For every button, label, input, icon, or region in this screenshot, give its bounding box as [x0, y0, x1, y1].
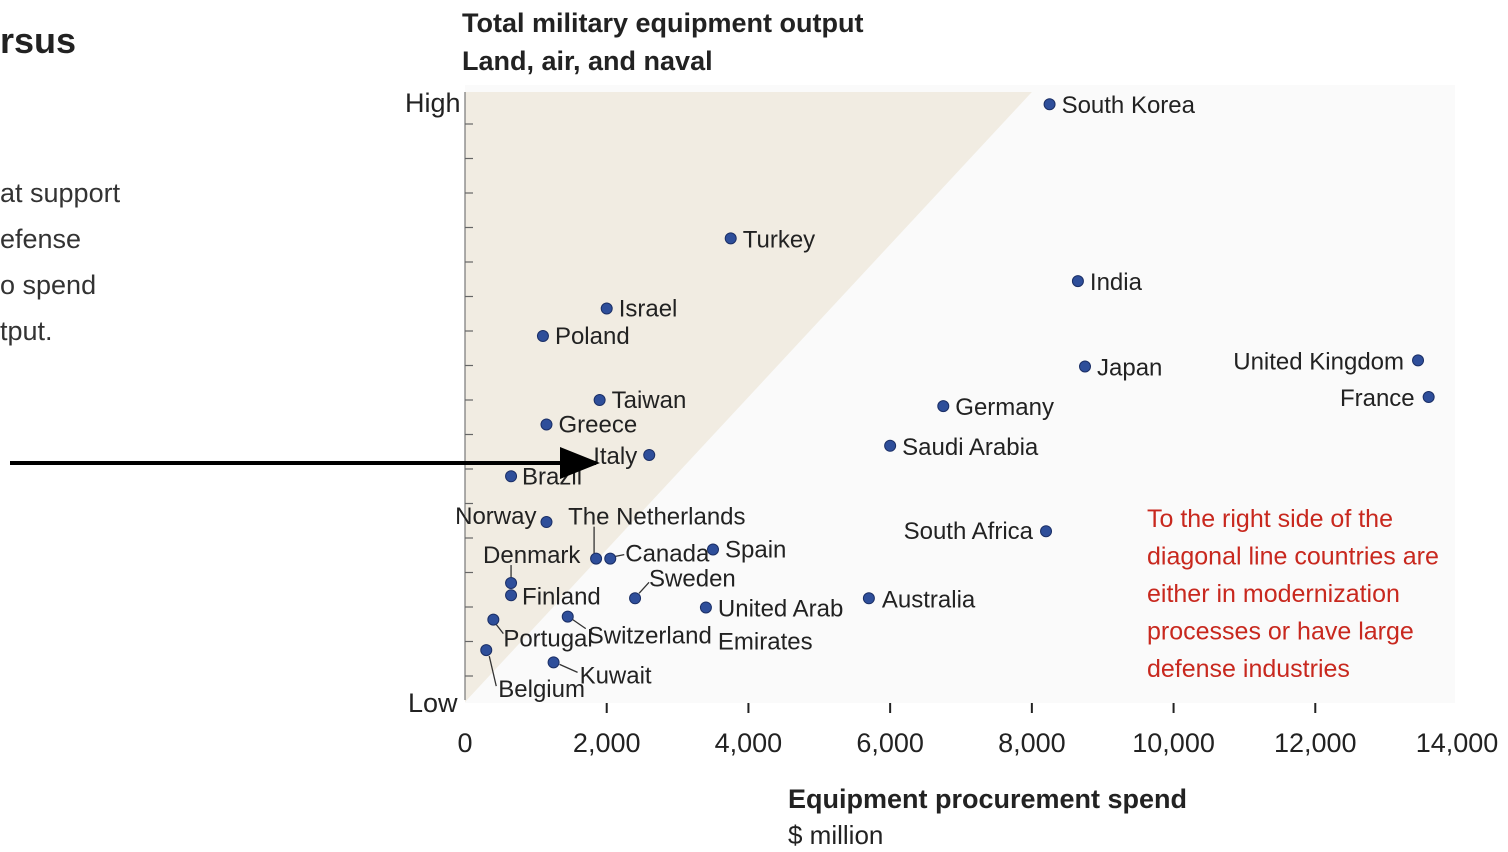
point-label: Poland: [555, 323, 630, 350]
annotation-note: To the right side of the diagonal line co…: [1147, 505, 1439, 683]
leader-line: [488, 656, 497, 687]
left-text-line: o spend: [0, 270, 97, 300]
data-point: [547, 656, 560, 669]
point-label: Canada: [625, 541, 710, 568]
chart-subtitle: Land, air, and naval: [462, 46, 713, 76]
data-point: [505, 577, 518, 590]
data-point: [937, 400, 950, 413]
annotation-line: diagonal line countries are: [1147, 543, 1439, 571]
label-leader-lines: [488, 526, 650, 687]
point-label: Spain: [725, 537, 786, 564]
data-points: [480, 98, 1435, 669]
point-label: United Arab Emirates: [718, 595, 850, 655]
x-tick-label: 2,000: [573, 728, 641, 758]
data-point: [505, 470, 518, 483]
data-point: [707, 543, 719, 556]
leader-line: [572, 619, 587, 630]
x-tick-label: 8,000: [998, 728, 1066, 758]
data-point: [1071, 275, 1084, 288]
left-text-title: rsus: [0, 20, 77, 61]
point-label: Italy: [593, 443, 637, 470]
point-label: Portugal: [503, 626, 592, 653]
point-label: Denmark: [483, 542, 581, 569]
point-label: United Kingdom: [1233, 348, 1404, 375]
x-tick-label: 6,000: [856, 728, 924, 758]
data-point: [1412, 354, 1425, 367]
left-text-line: at support: [0, 178, 121, 208]
x-tick-label: 10,000: [1132, 728, 1215, 758]
point-label: Norway: [455, 503, 536, 530]
data-point: [643, 448, 656, 461]
chart-title: Total military equipment output: [462, 8, 864, 38]
point-label: Saudi Arabia: [902, 434, 1039, 461]
point-label: Japan: [1097, 355, 1162, 382]
point-label: South Africa: [904, 518, 1034, 545]
annotation-line: processes or have large: [1147, 618, 1414, 646]
data-point: [561, 610, 574, 623]
annotation-line: defense industries: [1147, 655, 1350, 683]
data-point: [540, 516, 553, 529]
left-text-line: tput.: [0, 316, 53, 346]
shaded-region: [465, 92, 1032, 702]
data-point: [1079, 360, 1091, 373]
data-point: [593, 394, 606, 407]
x-axis-title: Equipment procurement spend: [788, 784, 1187, 814]
data-point: [1043, 98, 1056, 111]
annotation-line: either in modernization: [1147, 580, 1400, 608]
y-low-label: Low: [408, 688, 458, 718]
point-label: Belgium: [498, 676, 585, 703]
data-point: [862, 592, 875, 605]
point-label: Sweden: [649, 565, 736, 592]
point-label: Greece: [558, 411, 637, 438]
point-label: Switzerland: [588, 623, 712, 650]
point-label: South Korea: [1062, 92, 1196, 119]
data-point: [1040, 525, 1053, 538]
data-point: [540, 418, 553, 431]
point-label: Turkey: [743, 226, 815, 253]
data-point: [536, 330, 549, 342]
data-point: [487, 613, 500, 626]
x-tick-label: 0: [457, 728, 472, 758]
data-point: [604, 552, 617, 565]
point-label: India: [1090, 269, 1143, 296]
data-point: [600, 302, 613, 315]
point-label: The Netherlands: [568, 504, 745, 531]
point-label: Brazil: [522, 463, 582, 490]
annotation-line: To the right side of the: [1147, 505, 1393, 533]
x-tick-label: 4,000: [715, 728, 783, 758]
data-point: [1422, 391, 1435, 403]
x-tick-label: 12,000: [1274, 728, 1357, 758]
y-high-label: High: [405, 88, 461, 118]
data-point: [699, 601, 712, 614]
data-point: [884, 439, 897, 452]
data-point: [629, 592, 642, 605]
leader-line: [495, 624, 504, 635]
point-label: Kuwait: [580, 662, 652, 689]
leader-line: [614, 554, 625, 558]
leader-line: [638, 581, 650, 594]
x-tick-label: 14,000: [1416, 728, 1499, 758]
point-label: France: [1340, 385, 1415, 412]
point-label: Germany: [955, 394, 1054, 421]
point-label: Taiwan: [612, 387, 687, 414]
data-point: [480, 644, 493, 657]
data-point: [590, 552, 603, 565]
point-label: Israel: [619, 296, 678, 323]
x-axis-ticks: 0 2,000 4,000 6,000 8,000 10,000 12,000 14,000: [457, 703, 1498, 758]
y-axis-ticks: [465, 123, 473, 677]
point-label: Australia: [882, 586, 976, 613]
data-point: [724, 232, 737, 245]
data-point: [505, 589, 518, 602]
leader-line: [559, 663, 578, 673]
point-label: Finland: [522, 583, 601, 610]
left-text-line: efense: [0, 224, 82, 254]
x-axis-unit: $ million: [788, 820, 883, 850]
